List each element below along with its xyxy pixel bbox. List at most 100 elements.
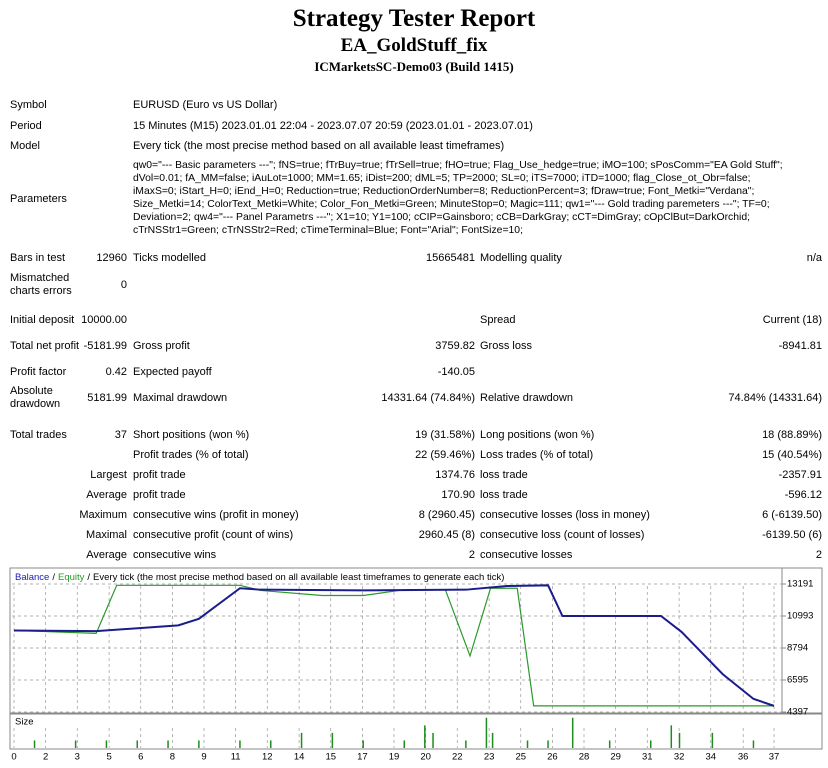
stat-label: Loss trades (% of total) xyxy=(480,449,594,461)
legend-note: Every tick (the most precise method base… xyxy=(93,572,504,583)
y-tick-label: 4397 xyxy=(787,707,808,718)
stat-value: 2 xyxy=(815,549,822,561)
stat-label: Mismatched charts errors xyxy=(10,272,72,297)
y-tick-label: 10993 xyxy=(787,611,813,622)
stat-value: 1374.76 xyxy=(435,469,475,481)
info-value: EURUSD (Euro vs US Dollar) xyxy=(133,99,278,111)
parameter-line: cTrNSStr1=Green; cTrNSStr2=Red; cTimeTer… xyxy=(133,225,523,236)
y-tick-label: 6595 xyxy=(787,675,808,686)
x-tick-label: 14 xyxy=(294,752,305,763)
stat-label: Relative drawdown xyxy=(480,392,573,404)
stat-label: Gross loss xyxy=(480,340,532,352)
stat-label: consecutive loss (count of losses) xyxy=(480,529,645,541)
stat-value: -140.05 xyxy=(437,366,475,378)
x-tick-label: 34 xyxy=(705,752,716,763)
stat-label: consecutive losses (loss in money) xyxy=(480,509,650,521)
legend-separator: / xyxy=(52,572,55,583)
stat-label: Spread xyxy=(480,314,516,326)
x-tick-label: 0 xyxy=(11,752,16,763)
parameter-line: dVol=0.01; fA_MM=false; iAuLot=1000; MM=… xyxy=(133,173,751,184)
stat-label: Profit factor xyxy=(10,365,67,378)
stat-value: Current (18) xyxy=(762,314,822,326)
x-tick-label: 36 xyxy=(738,752,749,763)
x-tick-label: 28 xyxy=(579,752,590,763)
stat-value: 37 xyxy=(114,429,127,441)
stat-value: 0 xyxy=(120,279,127,291)
x-tick-label: 15 xyxy=(325,752,336,763)
x-tick-label: 22 xyxy=(452,752,463,763)
stat-label: consecutive profit (count of wins) xyxy=(133,529,294,541)
stat-value: 8 (2960.45) xyxy=(418,509,475,521)
stat-label: Absolute drawdown xyxy=(10,385,61,410)
stat-label: loss trade xyxy=(480,489,528,501)
stat-label: consecutive wins (profit in money) xyxy=(133,509,299,521)
stat-label: Long positions (won %) xyxy=(480,429,595,441)
stat-label: Bars in test xyxy=(10,251,66,264)
series-line xyxy=(13,584,774,707)
x-tick-label: 11 xyxy=(231,752,241,763)
parameter-line: Size_Metki=14; ColorText_Metki=White; Co… xyxy=(133,199,770,210)
report-title: Strategy Tester Report xyxy=(292,5,536,32)
stat-value: 19 (31.58%) xyxy=(415,429,475,441)
stat-label: consecutive losses xyxy=(480,549,573,561)
stat-label: Ticks modelled xyxy=(133,252,206,264)
stat-label: consecutive wins xyxy=(133,549,217,561)
info-value: Every tick (the most precise method base… xyxy=(133,140,505,152)
report-subtitle: EA_GoldStuff_fix xyxy=(340,35,488,56)
x-tick-label: 9 xyxy=(201,752,206,763)
stat-label: profit trade xyxy=(133,469,186,481)
stat-label: Maximal drawdown xyxy=(133,392,228,404)
size-label: Size xyxy=(15,717,33,728)
info-value: 15 Minutes (M15) 2023.01.01 22:04 - 2023… xyxy=(133,120,533,132)
stat-value: 74.84% (14331.64) xyxy=(728,392,822,404)
x-tick-label: 5 xyxy=(106,752,111,763)
stat-value: 0.42 xyxy=(105,366,127,378)
stat-value: 3759.82 xyxy=(435,340,475,352)
x-tick-label: 6 xyxy=(138,752,143,763)
legend-balance: Balance xyxy=(15,572,49,583)
info-label: Model xyxy=(10,140,40,152)
info-label: Period xyxy=(10,120,42,132)
stat-value: 15 (40.54%) xyxy=(762,449,822,461)
stat-value: 15665481 xyxy=(426,252,475,264)
server-name: ICMarketsSC-Demo03 (Build 1415) xyxy=(314,59,514,74)
legend: Balance / Equity / Every tick (the most prec… xyxy=(15,572,504,583)
stat-value: 2 xyxy=(468,549,475,561)
stat-value: n/a xyxy=(806,252,822,264)
stat-label: profit trade xyxy=(133,489,186,501)
stat-value: 6 (-6139.50) xyxy=(762,509,822,521)
stat-value: 18 (88.89%) xyxy=(762,429,822,441)
x-tick-label: 29 xyxy=(610,752,621,763)
info-label: Parameters xyxy=(10,193,67,205)
stat-value: 5181.99 xyxy=(87,392,127,404)
size-frame xyxy=(9,713,823,750)
info-label: Symbol xyxy=(10,99,47,111)
stat-value: 10000.00 xyxy=(81,314,127,326)
stat-value: Maximum xyxy=(79,509,127,521)
stat-value: Average xyxy=(86,549,127,561)
stat-label: Modelling quality xyxy=(480,252,562,264)
stat-label: Expected payoff xyxy=(133,366,212,378)
stat-label: Short positions (won %) xyxy=(133,429,250,441)
stat-value: -2357.91 xyxy=(778,469,822,481)
stat-value: Average xyxy=(86,489,127,501)
legend-separator: / xyxy=(87,572,90,583)
x-tick-label: 32 xyxy=(674,752,685,763)
legend-equity: Equity xyxy=(58,572,85,583)
y-tick-label: 8794 xyxy=(787,643,808,654)
x-tick-label: 20 xyxy=(420,752,431,763)
stat-value: Maximal xyxy=(86,529,127,541)
x-tick-label: 3 xyxy=(75,752,80,763)
stat-value: 170.90 xyxy=(441,489,475,501)
stat-value: 12960 xyxy=(96,252,127,264)
x-tick-label: 19 xyxy=(389,752,400,763)
x-tick-label: 31 xyxy=(642,752,653,763)
stat-value: Largest xyxy=(90,469,127,481)
x-tick-label: 2 xyxy=(43,752,48,763)
x-tick-label: 23 xyxy=(484,752,495,763)
stat-label: Profit trades (% of total) xyxy=(133,449,249,461)
stat-value: 14331.64 (74.84%) xyxy=(381,392,475,404)
stat-value: -8941.81 xyxy=(778,340,822,352)
parameter-line: qw0="--- Basic parameters ---"; fNS=true… xyxy=(133,160,783,171)
stat-label: Initial deposit xyxy=(10,313,75,326)
